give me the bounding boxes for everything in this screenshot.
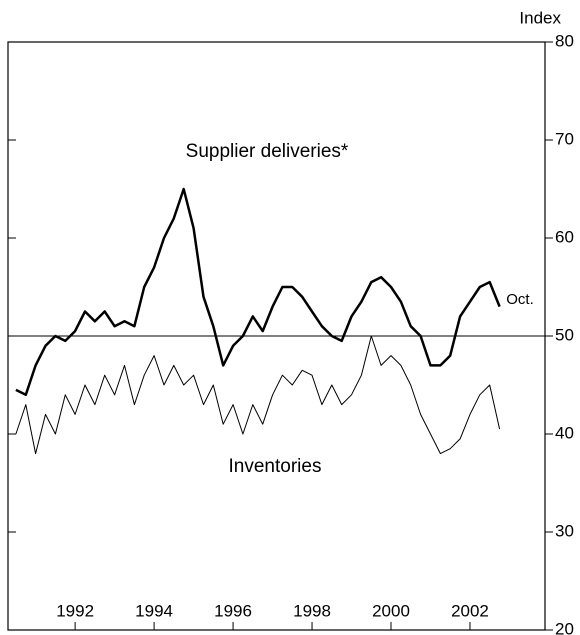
series-line bbox=[15, 187, 501, 397]
annotation: Oct. bbox=[506, 291, 534, 308]
y-tick-label: 30 bbox=[555, 521, 574, 540]
y-axis-label: Index bbox=[519, 8, 561, 27]
y-tick-label: 80 bbox=[555, 31, 574, 50]
annotation: Inventories bbox=[229, 456, 322, 477]
annotation: Supplier deliveries* bbox=[186, 141, 349, 162]
x-tick-label: 1998 bbox=[293, 601, 331, 620]
y-tick-label: 60 bbox=[555, 227, 574, 246]
x-tick-label: 1994 bbox=[135, 601, 173, 620]
x-tick-label: 2002 bbox=[451, 601, 489, 620]
x-tick-label: 1992 bbox=[56, 601, 94, 620]
y-tick-label: 20 bbox=[555, 619, 574, 635]
x-tick-label: 2000 bbox=[372, 601, 410, 620]
y-tick-label: 40 bbox=[555, 423, 574, 442]
x-tick-label: 1996 bbox=[214, 601, 252, 620]
y-tick-label: 50 bbox=[555, 325, 574, 344]
y-tick-label: 70 bbox=[555, 129, 574, 148]
series-line bbox=[15, 335, 501, 455]
